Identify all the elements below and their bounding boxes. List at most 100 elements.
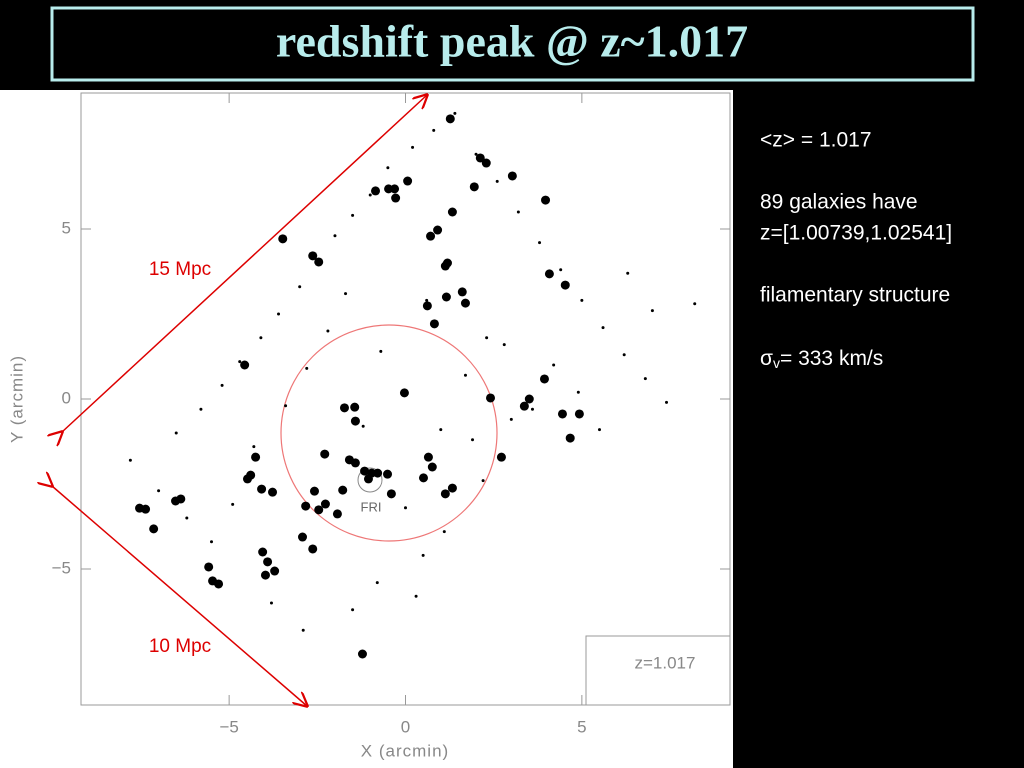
- galaxy-point: [601, 326, 605, 330]
- galaxy-point: [350, 458, 360, 468]
- galaxy-point: [544, 269, 554, 279]
- galaxy-point: [338, 485, 348, 495]
- galaxy-point: [427, 462, 437, 472]
- galaxy-point: [379, 349, 383, 353]
- sigma-symbol: σ: [760, 347, 773, 370]
- galaxy-point: [439, 428, 443, 432]
- galaxy-point: [643, 377, 647, 381]
- galaxy-point: [363, 474, 373, 484]
- galaxy-point: [204, 562, 214, 572]
- galaxy-point: [557, 409, 567, 419]
- side-text: z=[1.00739,1.02541]: [760, 222, 952, 245]
- galaxy-point: [252, 445, 256, 449]
- galaxy-point: [693, 302, 697, 306]
- galaxy-point: [269, 601, 273, 605]
- galaxy-point: [560, 280, 570, 290]
- galaxy-point: [386, 489, 396, 499]
- panel-label: z=1.017: [635, 653, 696, 672]
- galaxy-point: [447, 207, 457, 217]
- y-tick-label: −5: [52, 558, 71, 577]
- side-text: 89 galaxies have: [760, 191, 918, 214]
- galaxy-point: [463, 373, 467, 377]
- galaxy-point: [270, 566, 280, 576]
- galaxy-point: [440, 261, 450, 271]
- galaxy-point: [308, 251, 318, 261]
- galaxy-point: [429, 319, 439, 329]
- galaxy-point: [258, 547, 268, 557]
- galaxy-point: [351, 608, 355, 612]
- side-text: <z> = 1.017: [760, 129, 872, 152]
- galaxy-point: [481, 479, 485, 483]
- galaxy-point: [350, 402, 360, 412]
- galaxy-point: [502, 343, 506, 347]
- galaxy-point: [539, 374, 549, 384]
- galaxy-point: [309, 486, 319, 496]
- galaxy-point: [530, 407, 534, 411]
- galaxy-point: [426, 231, 436, 241]
- y-tick-label: 5: [62, 218, 71, 237]
- galaxy-point: [240, 360, 250, 370]
- galaxy-point: [422, 301, 432, 311]
- galaxy-point: [320, 449, 330, 459]
- galaxy-point: [277, 312, 281, 316]
- galaxy-point: [541, 195, 551, 205]
- galaxy-point: [257, 484, 267, 494]
- galaxy-point: [457, 287, 467, 297]
- galaxy-point: [650, 309, 654, 313]
- galaxy-point: [447, 483, 457, 493]
- galaxy-point: [326, 329, 330, 333]
- galaxy-point: [565, 433, 575, 443]
- galaxy-point: [314, 257, 324, 267]
- galaxy-point: [141, 504, 151, 514]
- galaxy-point: [375, 581, 379, 585]
- galaxy-point: [320, 499, 330, 509]
- galaxy-point: [471, 438, 475, 442]
- galaxy-point: [460, 298, 470, 308]
- galaxy-point: [308, 544, 318, 554]
- galaxy-point: [268, 487, 278, 497]
- galaxy-point: [314, 505, 324, 515]
- title: redshift peak @ z~1.017: [276, 16, 748, 67]
- galaxy-point: [332, 509, 342, 519]
- galaxy-point: [351, 213, 355, 217]
- galaxy-point: [128, 458, 132, 462]
- x-tick-label: 5: [577, 717, 586, 736]
- sigma-text: σv= 333 km/s: [760, 347, 883, 371]
- galaxy-point: [423, 452, 433, 462]
- galaxy-point: [576, 390, 580, 394]
- galaxy-point: [445, 114, 455, 124]
- sigma-subscript: v: [773, 355, 780, 371]
- galaxy-point: [350, 416, 360, 426]
- galaxy-point: [149, 524, 159, 534]
- galaxy-point: [516, 210, 520, 214]
- galaxy-point: [368, 193, 372, 197]
- galaxy-point: [157, 489, 161, 493]
- galaxy-point: [403, 176, 413, 186]
- source-circle: [357, 467, 383, 493]
- galaxy-point: [305, 366, 309, 370]
- galaxy-point: [421, 553, 425, 557]
- galaxy-point: [333, 234, 337, 238]
- galaxy-point: [414, 594, 418, 598]
- galaxy-point: [507, 171, 517, 181]
- galaxy-point: [391, 193, 401, 203]
- galaxy-point: [404, 506, 407, 510]
- galaxy-point: [260, 570, 270, 580]
- galaxy-point: [278, 234, 288, 244]
- galaxy-point: [174, 431, 178, 435]
- galaxy-point: [386, 166, 390, 170]
- galaxy-point: [509, 417, 513, 421]
- y-axis-label: Y (arcmin): [7, 355, 26, 443]
- galaxy-point: [519, 401, 529, 411]
- galaxy-point: [433, 225, 443, 235]
- galaxy-point: [495, 179, 499, 183]
- galaxy-point: [425, 298, 429, 302]
- galaxy-point: [559, 268, 563, 272]
- galaxy-point: [360, 466, 370, 476]
- x-axis-label: X (arcmin): [361, 741, 449, 760]
- galaxy-point: [251, 452, 261, 462]
- galaxy-point: [453, 111, 457, 115]
- galaxy-point: [432, 128, 436, 132]
- galaxy-point: [220, 383, 224, 387]
